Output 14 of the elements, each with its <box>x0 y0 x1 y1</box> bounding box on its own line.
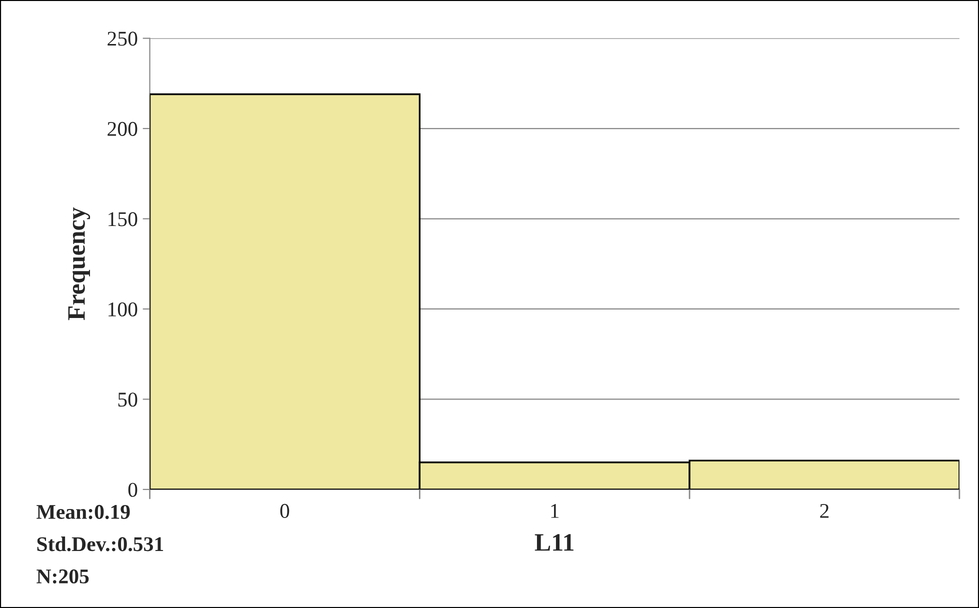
y-tick-label: 150 <box>108 212 138 226</box>
y-axis-title: Frequency <box>68 207 90 320</box>
x-tick-label: 0 <box>280 504 290 518</box>
y-tick-label: 200 <box>108 122 138 136</box>
x-tick-label: 1 <box>551 504 559 518</box>
y-tick-label: 50 <box>118 392 138 407</box>
y-tick-label: 250 <box>108 32 138 46</box>
x-tick-label: 2 <box>820 504 829 518</box>
y-tick-label: 100 <box>108 302 138 316</box>
x-axis-title: L11 <box>534 534 574 551</box>
y-tick-label: 0 <box>128 482 138 497</box>
text: Mean:0.19 <box>36 504 130 520</box>
text: Std.Dev.:0.531 <box>37 536 164 552</box>
text: N:205 <box>36 569 89 584</box>
